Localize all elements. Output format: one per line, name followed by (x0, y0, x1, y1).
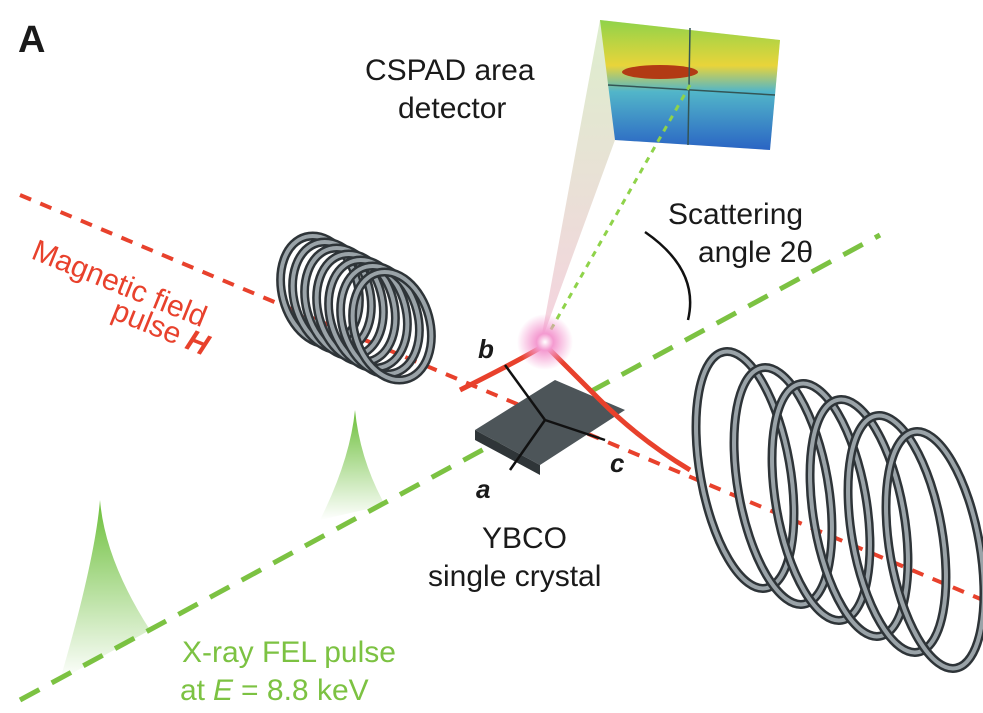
right-coil (680, 344, 983, 676)
axis-label: c (610, 448, 625, 478)
xray-pulse (60, 500, 150, 680)
detector-peak (622, 65, 698, 79)
angle-label: angle 2θ (698, 236, 813, 269)
diagram: A CSPAD area detector Scattering angle 2… (0, 0, 983, 713)
beam-spot (517, 314, 573, 370)
crystal-label: YBCO (482, 522, 567, 555)
angle-arrow (645, 232, 690, 320)
axis-label: a (476, 474, 490, 504)
left-coil (269, 227, 443, 389)
xray-symbol: E (213, 674, 234, 707)
detector-label: detector (398, 92, 506, 125)
detector-label: CSPAD area (365, 54, 535, 87)
axis-label: b (478, 334, 494, 364)
field-symbol: H (181, 324, 215, 363)
crystal-label: single crystal (428, 560, 601, 593)
panel-label: A (18, 19, 45, 61)
xray-label-text: at (180, 674, 206, 707)
xray-label-text: = 8.8 keV (241, 674, 369, 707)
angle-label: Scattering (668, 198, 803, 231)
xray-label: X-ray FEL pulse (182, 636, 396, 669)
xray-pulse (320, 410, 385, 520)
